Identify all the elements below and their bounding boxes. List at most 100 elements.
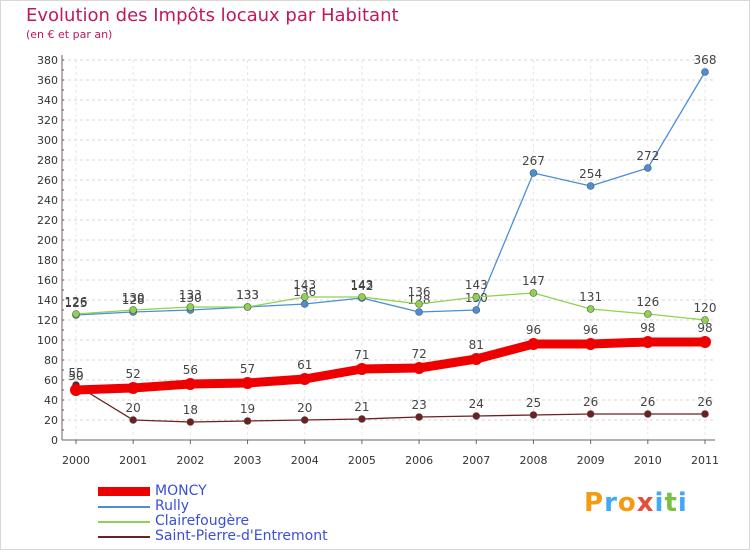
chart-subtitle: (en € et par an) bbox=[26, 28, 113, 41]
data-label: 368 bbox=[694, 53, 717, 67]
data-point bbox=[586, 410, 595, 418]
legend-item-saint-pierre: Saint-Pierre-d'Entremont bbox=[98, 529, 328, 544]
series-line-saint-pierre-d-entremont bbox=[75, 384, 706, 423]
legend-item-rully: Rully bbox=[98, 499, 328, 514]
data-label: 143 bbox=[465, 278, 488, 292]
data-label: 136 bbox=[293, 285, 316, 299]
y-tick-label: 220 bbox=[37, 214, 58, 227]
data-label: 18 bbox=[183, 403, 198, 417]
data-point bbox=[415, 413, 423, 421]
data-label: 55 bbox=[68, 366, 83, 380]
data-point bbox=[584, 338, 597, 350]
legend-label-saint-pierre: Saint-Pierre-d'Entremont bbox=[155, 528, 328, 544]
y-tick-label: 60 bbox=[44, 374, 58, 387]
data-point bbox=[644, 410, 652, 418]
data-label: 120 bbox=[694, 301, 717, 315]
y-tick-label: 80 bbox=[44, 354, 58, 367]
data-point bbox=[127, 382, 140, 394]
legend-label-rully: Rully bbox=[155, 498, 190, 514]
y-tick-label: 380 bbox=[37, 54, 58, 67]
data-label: 142 bbox=[350, 279, 373, 293]
data-label: 50 bbox=[68, 369, 83, 383]
data-point bbox=[243, 417, 252, 425]
x-tick-label: 2006 bbox=[405, 454, 433, 467]
data-point bbox=[470, 353, 483, 365]
data-point bbox=[529, 289, 538, 297]
logo-letter: i bbox=[654, 488, 665, 518]
legend-swatch-rully bbox=[98, 505, 150, 508]
data-label: 56 bbox=[183, 363, 198, 377]
legend-swatch-saint-pierre bbox=[98, 535, 150, 538]
legend-swatch-clairefougere bbox=[98, 520, 150, 523]
logo-letter: P bbox=[584, 488, 605, 518]
legend-label-clairefougere: Clairefougère bbox=[155, 513, 250, 529]
data-label: 126 bbox=[65, 295, 88, 309]
data-label: 98 bbox=[640, 321, 655, 335]
data-point bbox=[129, 306, 137, 314]
data-label: 130 bbox=[122, 291, 145, 305]
legend-label-moncy: MONCY bbox=[155, 483, 207, 499]
legend-swatch-moncy bbox=[98, 487, 150, 496]
data-label: 19 bbox=[240, 402, 255, 416]
x-tick-label: 2000 bbox=[62, 454, 90, 467]
data-label: 272 bbox=[636, 149, 659, 163]
data-point bbox=[243, 303, 252, 311]
legend-item-clairefougere: Clairefougère bbox=[98, 514, 328, 529]
data-label: 126 bbox=[636, 295, 659, 309]
data-label: 26 bbox=[640, 395, 655, 409]
data-label: 254 bbox=[579, 167, 602, 181]
y-tick-label: 200 bbox=[37, 234, 58, 247]
data-label: 20 bbox=[126, 401, 141, 415]
data-label: 26 bbox=[583, 395, 598, 409]
data-point bbox=[701, 68, 709, 76]
x-tick-label: 2010 bbox=[634, 454, 662, 467]
data-label: 133 bbox=[236, 288, 259, 302]
y-tick-label: 20 bbox=[44, 414, 58, 427]
data-point bbox=[415, 300, 423, 308]
y-tick-label: 280 bbox=[37, 154, 58, 167]
data-label: 20 bbox=[297, 401, 312, 415]
data-label: 21 bbox=[354, 400, 369, 414]
data-point bbox=[472, 412, 481, 420]
data-point bbox=[644, 310, 652, 318]
data-point bbox=[699, 336, 711, 348]
data-label: 128 bbox=[122, 293, 145, 307]
data-label: 52 bbox=[126, 367, 141, 381]
series-line-rully bbox=[75, 71, 706, 316]
x-tick-label: 2011 bbox=[691, 454, 719, 467]
logo-letter: o bbox=[617, 488, 637, 518]
data-point bbox=[472, 293, 481, 301]
data-point bbox=[415, 308, 423, 316]
data-point bbox=[70, 384, 82, 396]
x-tick-label: 2002 bbox=[176, 454, 204, 467]
data-label: 143 bbox=[293, 278, 316, 292]
data-point bbox=[644, 164, 652, 172]
data-label: 136 bbox=[408, 285, 431, 299]
data-label: 81 bbox=[469, 338, 484, 352]
proxiti-logo: Proxiti bbox=[584, 488, 688, 518]
data-label: 267 bbox=[522, 154, 545, 168]
data-label: 133 bbox=[179, 288, 202, 302]
data-label: 96 bbox=[526, 323, 541, 337]
data-point bbox=[701, 316, 709, 324]
x-tick-label: 2009 bbox=[577, 454, 605, 467]
y-tick-label: 0 bbox=[51, 434, 58, 447]
logo-letter: i bbox=[677, 488, 688, 518]
data-label: 26 bbox=[697, 395, 712, 409]
data-point bbox=[413, 362, 426, 374]
y-tick-label: 260 bbox=[37, 174, 58, 187]
x-tick-label: 2001 bbox=[119, 454, 147, 467]
data-point bbox=[300, 300, 309, 308]
y-tick-label: 100 bbox=[37, 334, 58, 347]
chart-title: Evolution des Impôts locaux par Habitant bbox=[26, 5, 399, 26]
series-line-clairefoug-re bbox=[75, 292, 706, 321]
data-label: 57 bbox=[240, 362, 255, 376]
data-label: 23 bbox=[411, 398, 426, 412]
logo-letter: r bbox=[604, 488, 618, 518]
data-point bbox=[72, 310, 80, 318]
data-point bbox=[184, 378, 197, 390]
data-label: 125 bbox=[65, 296, 88, 310]
logo-letter: x bbox=[636, 488, 655, 518]
data-point bbox=[129, 416, 137, 424]
data-label: 143 bbox=[350, 278, 373, 292]
